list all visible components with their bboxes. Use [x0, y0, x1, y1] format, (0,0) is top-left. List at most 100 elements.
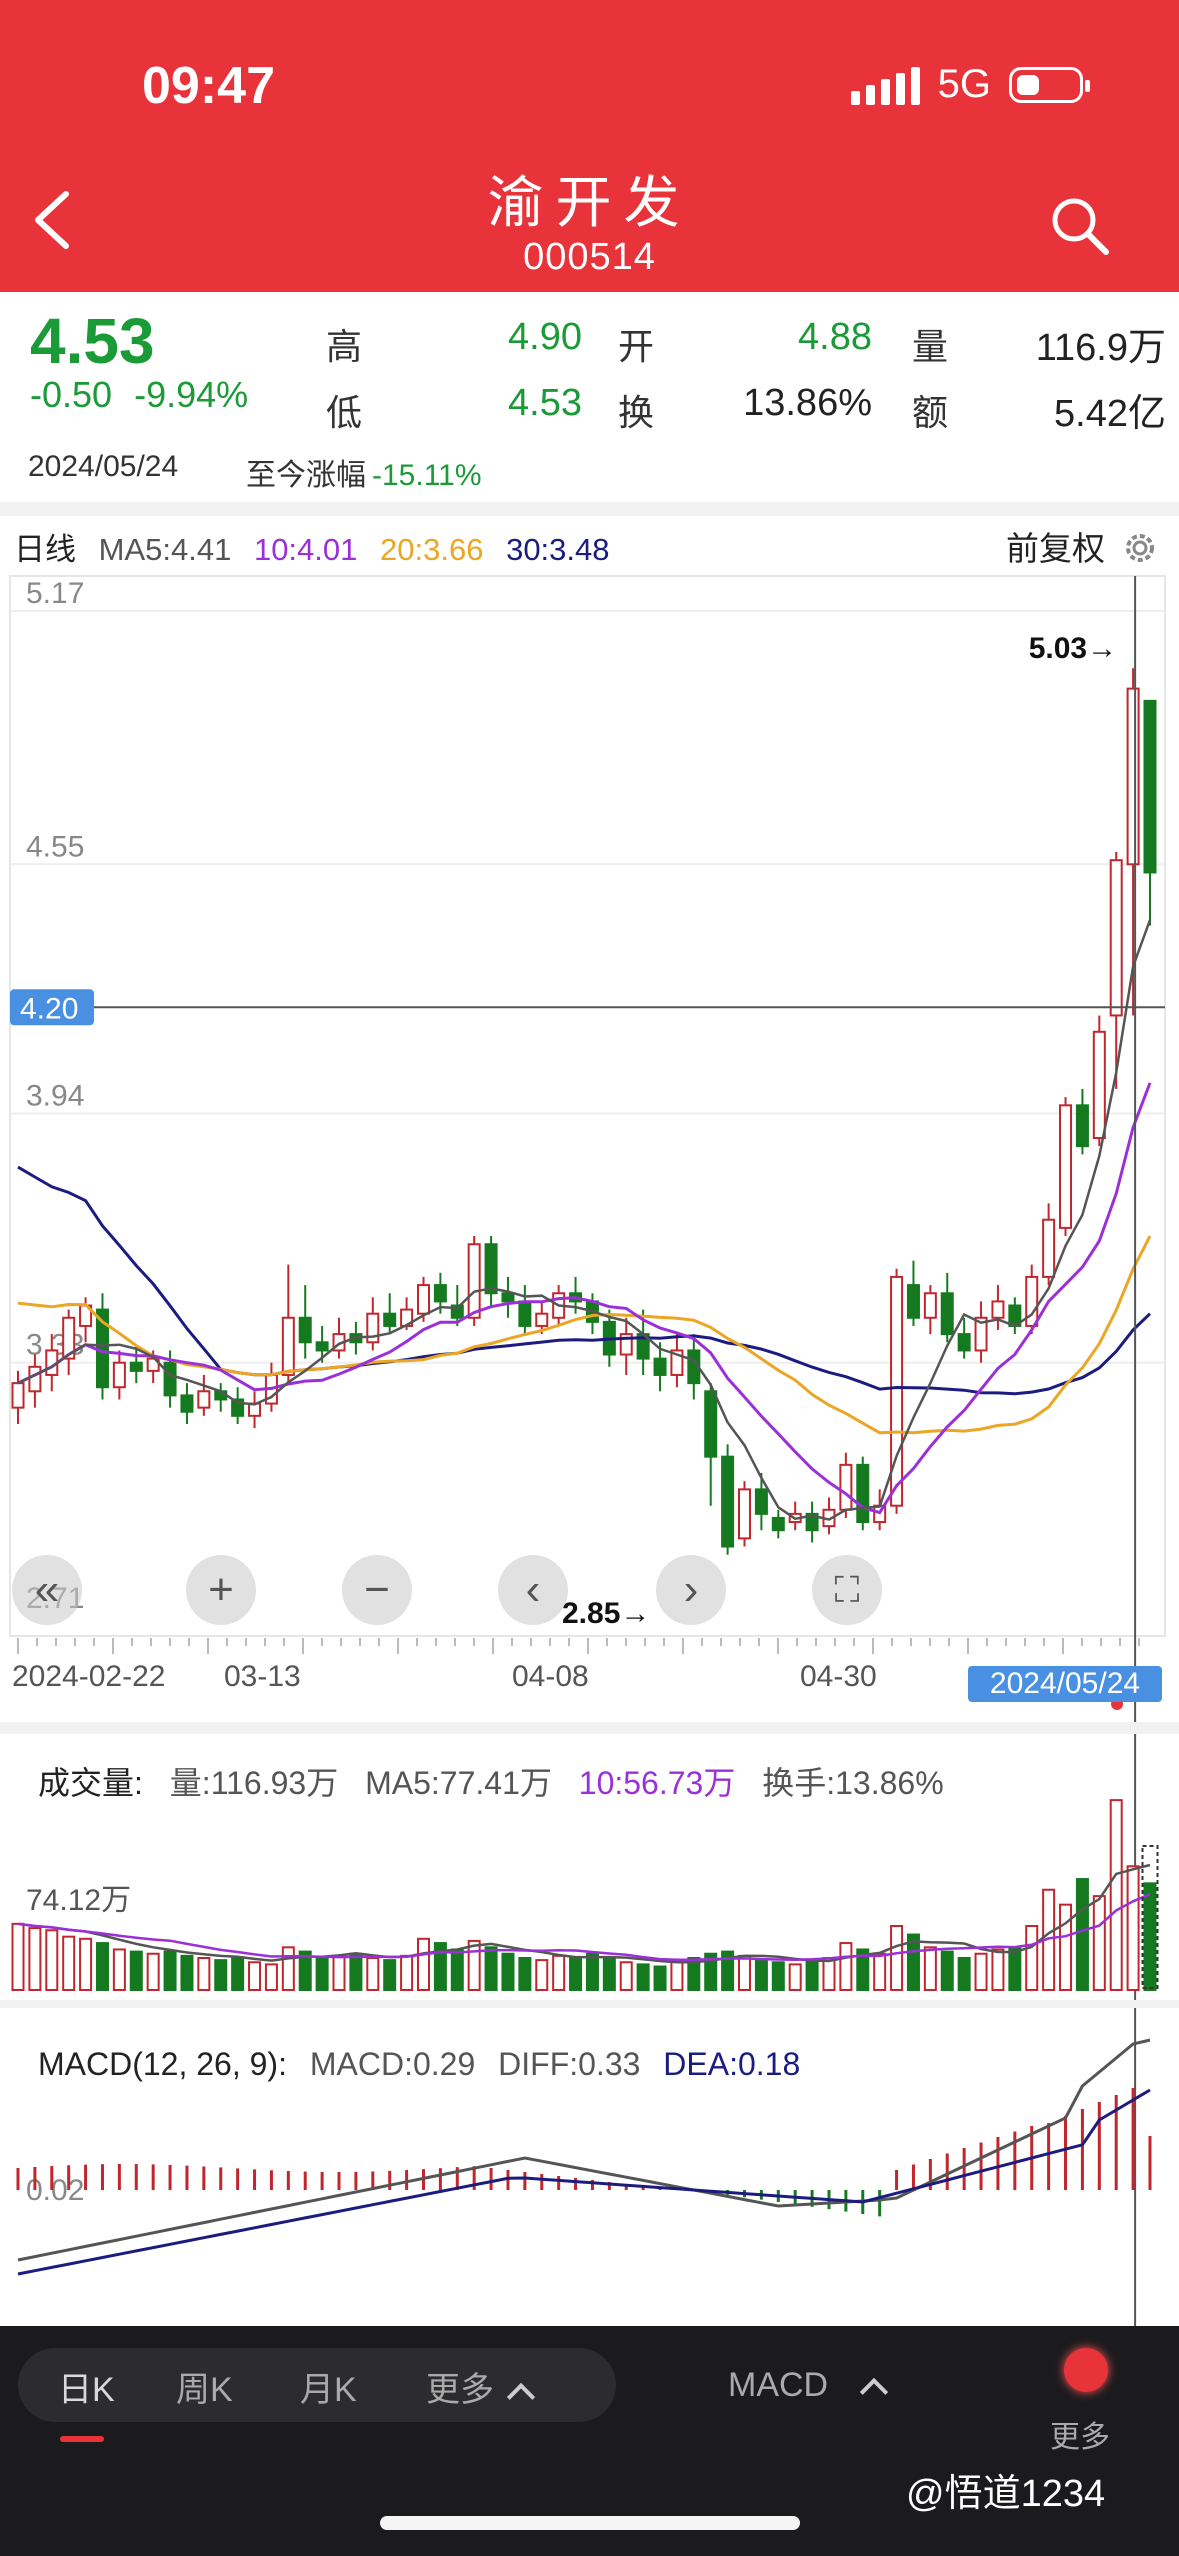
- volume-bar: [467, 1939, 481, 1992]
- tab-more-periods[interactable]: 更多: [426, 2362, 536, 2412]
- period-label: 日线: [14, 532, 76, 567]
- scroll-left-button[interactable]: ‹: [498, 1555, 568, 1625]
- scroll-right-button[interactable]: ›: [656, 1555, 726, 1625]
- volume-bar: [214, 1959, 228, 1991]
- candle-body: [704, 1390, 718, 1458]
- candle-body: [197, 1390, 211, 1409]
- current-volume-box: [1141, 1845, 1159, 1989]
- tab-month-k[interactable]: 月K: [300, 2371, 357, 2409]
- indicator-selector[interactable]: MACD: [728, 2366, 888, 2407]
- back-arrow-icon[interactable]: [30, 190, 74, 250]
- quote-panel: 4.53 -0.50 -9.94% 高 4.90 开 4.88 量 116.9万…: [0, 292, 1179, 502]
- volume-bar: [383, 1959, 397, 1991]
- volume-bar: [366, 1957, 380, 1991]
- volume-ma10-line: [17, 1893, 1151, 1961]
- candle-body: [721, 1455, 735, 1548]
- volume-turnover: 换手:13.86%: [762, 1765, 944, 1801]
- candle-body: [1075, 1104, 1089, 1148]
- volume-bar: [805, 1959, 819, 1991]
- dea-line: [17, 2088, 1151, 2276]
- ma30-value: 30:3.48: [506, 532, 610, 567]
- volume-bar: [248, 1961, 262, 1992]
- open-label: 开: [618, 326, 655, 367]
- x-tick-3: 04-08: [512, 1660, 589, 1693]
- volume-bar: [112, 1948, 126, 1992]
- section-divider: [0, 502, 1179, 516]
- zoom-out-button[interactable]: −: [342, 1555, 412, 1625]
- more-icon[interactable]: [1064, 2348, 1108, 2392]
- amount-value: 5.42亿: [1054, 393, 1166, 435]
- app-header: 09:47 5G 渝开发 000514: [0, 0, 1179, 292]
- volume-bar: [619, 1961, 633, 1992]
- x-tick-2: 03-13: [224, 1660, 301, 1693]
- gear-icon[interactable]: [1120, 528, 1160, 568]
- x-selected-date: 2024/05/24: [968, 1666, 1162, 1702]
- volume-bar: [11, 1922, 25, 1992]
- volume-bar: [585, 1952, 599, 1991]
- candle-body: [839, 1463, 853, 1511]
- change-percent: -9.94%: [134, 374, 249, 415]
- volume-bar: [822, 1957, 836, 1991]
- zoom-in-button[interactable]: +: [186, 1555, 256, 1625]
- volume-bar: [332, 1954, 346, 1992]
- candle-body: [129, 1361, 143, 1372]
- volume-bar: [501, 1952, 515, 1991]
- candle-body: [890, 1275, 904, 1507]
- candle-body: [1109, 859, 1123, 1017]
- candle-body: [180, 1394, 194, 1413]
- volume-bar: [1109, 1799, 1123, 1991]
- volume-bar: [264, 1963, 278, 1992]
- tab-week-k[interactable]: 周K: [176, 2371, 233, 2409]
- candle-body: [62, 1316, 76, 1360]
- candle-body: [535, 1312, 549, 1327]
- volume-bar: [738, 1954, 752, 1992]
- ma-legend: 日线 MA5:4.41 10:4.01 20:3.66 30:3.48: [14, 524, 624, 569]
- low-label: 低: [326, 392, 363, 433]
- low-value: 4.53: [508, 382, 582, 424]
- candle-body: [1126, 687, 1140, 866]
- volume-ma5: MA5:77.41万: [365, 1765, 552, 1801]
- volume-bar: [180, 1954, 194, 1992]
- volume-bar: [788, 1963, 802, 1992]
- search-icon[interactable]: [1050, 196, 1110, 256]
- kline-chart[interactable]: 5.174.553.943.332.714.205.03→2.85→74.12万…: [0, 566, 1179, 2326]
- volume-bar: [231, 1957, 245, 1991]
- candle-body: [619, 1333, 633, 1356]
- volume-bar: [670, 1959, 684, 1991]
- volume-bar: [1092, 1895, 1106, 1991]
- period-switcher: 日K 周K 月K 更多: [18, 2348, 616, 2422]
- volume-title: 成交量:: [38, 1765, 143, 1801]
- high-value: 4.90: [508, 316, 582, 358]
- volume-label: 量: [912, 326, 949, 367]
- volume-bar: [974, 1952, 988, 1991]
- min-price-mark: 2.85→: [562, 1597, 650, 1630]
- candle-body: [501, 1292, 515, 1303]
- volume-bar: [771, 1961, 785, 1992]
- since-value: -15.11%: [372, 459, 482, 492]
- candle-body: [670, 1349, 684, 1376]
- home-indicator[interactable]: [380, 2516, 800, 2530]
- candle-body: [771, 1516, 785, 1532]
- status-icons: 5G: [850, 62, 1090, 107]
- ma30-line: [17, 1165, 1152, 1396]
- turnover-label: 换: [618, 392, 655, 433]
- candle-body: [433, 1284, 447, 1303]
- candle-body: [484, 1243, 498, 1295]
- current-price: 4.53: [30, 305, 155, 377]
- scroll-left-fast-button[interactable]: «: [12, 1555, 82, 1625]
- adjust-mode[interactable]: 前复权: [1006, 530, 1105, 567]
- volume-bar: [1075, 1878, 1089, 1991]
- volume-bar: [1126, 1865, 1140, 1992]
- candle-body: [416, 1284, 430, 1315]
- change-amount: -0.50: [30, 374, 113, 415]
- volume-separator: [0, 1722, 1179, 1734]
- candle-body: [231, 1398, 245, 1417]
- tab-day-k[interactable]: 日K: [58, 2371, 115, 2409]
- more-label[interactable]: 更多: [1050, 2421, 1110, 2454]
- volume-ma5-line: [17, 1863, 1151, 1964]
- volume-bar: [957, 1957, 971, 1991]
- y-tick-label: 4.55: [26, 830, 84, 863]
- volume-bar: [856, 1948, 870, 1992]
- candle-body: [281, 1316, 295, 1376]
- fullscreen-button[interactable]: ⛶: [812, 1555, 882, 1625]
